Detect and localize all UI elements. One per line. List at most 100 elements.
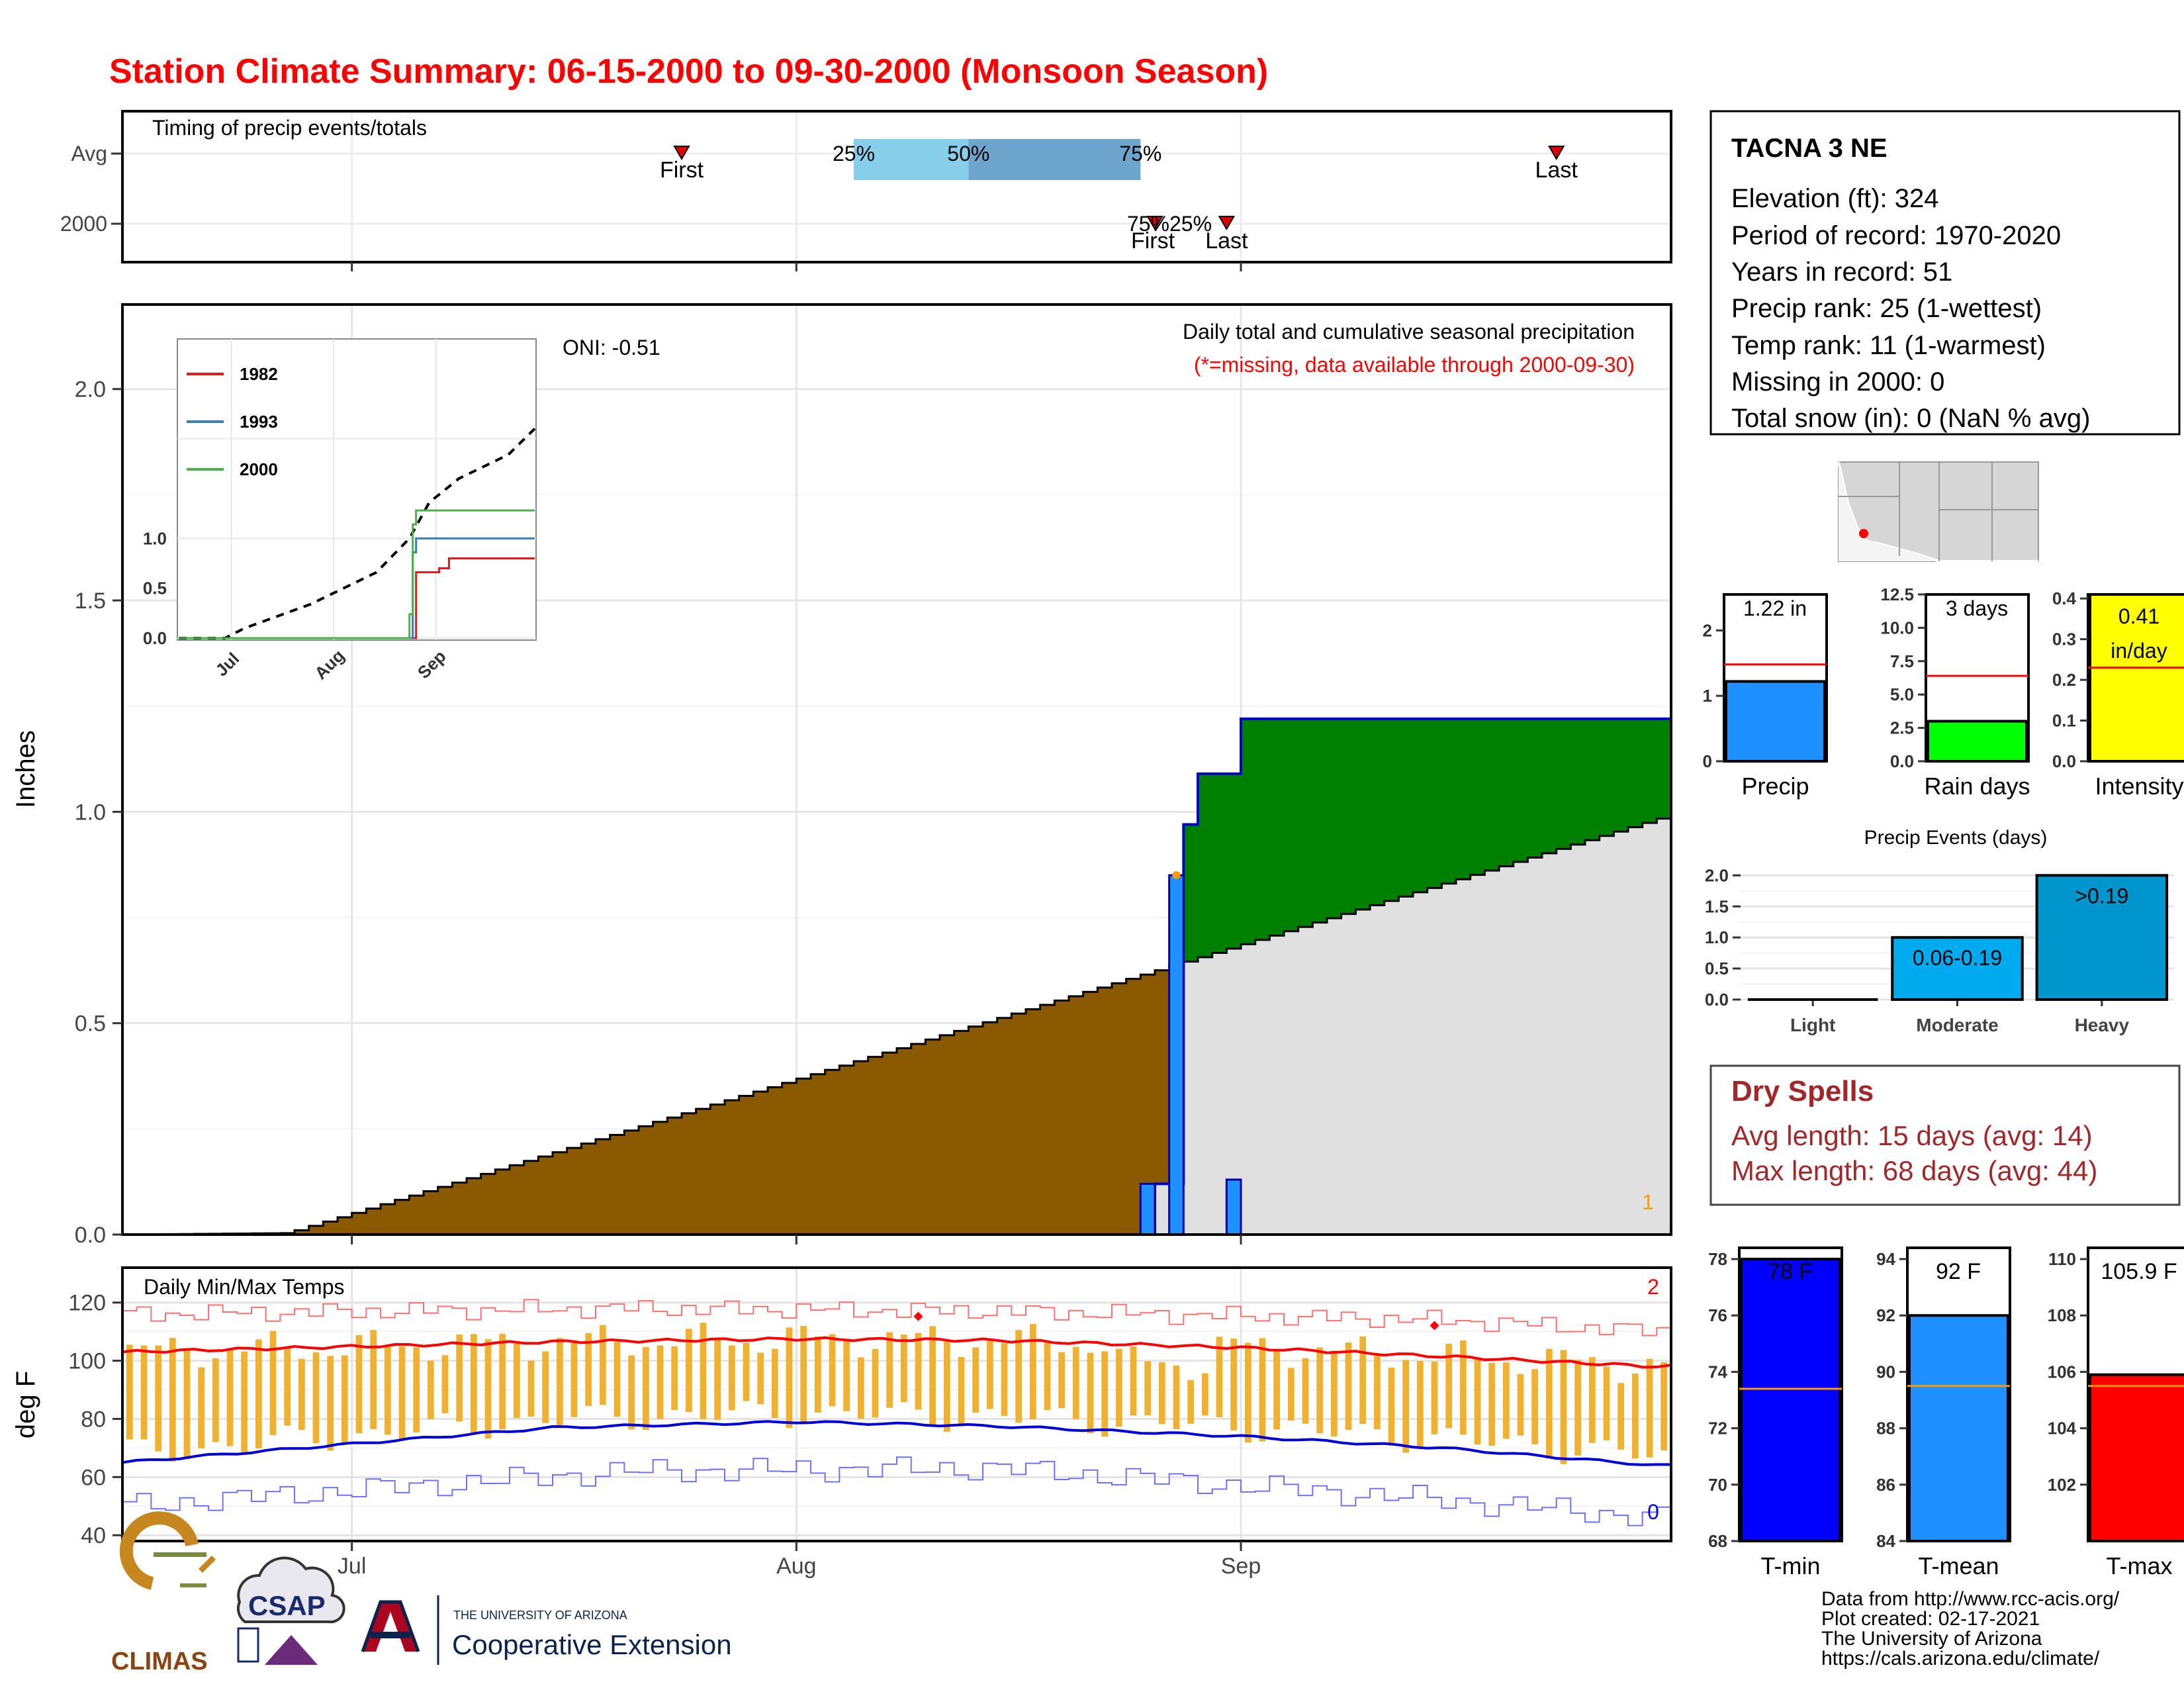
daily-temp-bar — [771, 1348, 778, 1418]
events-xtick-label: Moderate — [1916, 1015, 1998, 1035]
daily-temp-bar — [1574, 1360, 1582, 1456]
ua-cooperative-extension-logo: THE UNIVERSITY OF ARIZONA Cooperative Ex… — [361, 1595, 732, 1665]
page-title: Station Climate Summary: 06-15-2000 to 0… — [109, 52, 1268, 91]
station-years: Years in record: 51 — [1731, 258, 1952, 287]
station-info-box: TACNA 3 NE Elevation (ft): 324 Period of… — [1709, 110, 2181, 436]
daily-temp-bar — [657, 1345, 664, 1419]
credits: Data from http://www.rcc-acis.org/ Plot … — [1821, 1588, 2120, 1669]
gauge-axis-label: Precip — [1741, 773, 1809, 800]
daily-temp-bar — [284, 1348, 291, 1426]
daily-temp-bar — [1431, 1361, 1438, 1434]
gauge-ytick-label: 0 — [1703, 751, 1712, 771]
precip-events-chart: Precip Events (days) 0.0 0.5 1.0 1.5 2.0 Light… — [1705, 827, 2174, 1035]
daily-temp-bar — [1474, 1358, 1481, 1445]
oni-label: ONI: -0.51 — [563, 336, 660, 359]
events-chart-title: Precip Events (days) — [1864, 827, 2048, 849]
daily-temp-bar — [1158, 1362, 1165, 1425]
daily-temp-bar — [700, 1323, 707, 1420]
gauge-precip: 0 1 2 Precip 1.22 in — [1703, 593, 1828, 800]
temp-count-bottom: 0 — [1647, 1500, 1659, 1524]
daily-temp-bar — [542, 1351, 549, 1423]
daily-temp-bar — [972, 1347, 979, 1413]
temp-gauge-value-label: 78 F — [1768, 1259, 1813, 1284]
temp-ytick-label: 80 — [81, 1407, 106, 1432]
climas-logo: CLIMAS — [111, 1511, 216, 1675]
temp-ytick-label: 40 — [81, 1523, 106, 1548]
inset-xtick-label: Sep — [414, 646, 450, 682]
daily-temp-bar — [943, 1341, 950, 1432]
temp-gauge-t-mean: 84 86 88 90 92 94 T-mean 92 F — [1876, 1246, 2011, 1579]
climas-logo-text: CLIMAS — [111, 1648, 208, 1675]
gauge-ytick-label: 2.5 — [1890, 718, 1914, 738]
daily-temp-bar — [1402, 1360, 1410, 1453]
daily-temp-bar — [1416, 1361, 1424, 1448]
inset-legend-label: 1993 — [240, 412, 278, 432]
daily-temp-bar — [427, 1360, 434, 1419]
daily-temp-bar — [958, 1356, 965, 1425]
events-ytick-label: 0.0 — [1705, 990, 1729, 1009]
gauge-ytick-label: 0.0 — [2052, 751, 2076, 771]
daily-temp-bar — [1330, 1350, 1338, 1437]
precip-ytick-label: 0.5 — [75, 1011, 106, 1037]
avg-first-label: First — [660, 158, 704, 183]
daily-temp-bar — [183, 1350, 191, 1460]
year-first-label: First — [1131, 228, 1175, 254]
inset-ytick-label: 0.5 — [143, 579, 167, 598]
dry-spells-title: Dry Spells — [1731, 1075, 1874, 1107]
locator-map — [1837, 461, 2039, 563]
station-precip-rank: Precip rank: 25 (1-wettest) — [1731, 294, 2042, 323]
daily-temp-bar — [915, 1333, 922, 1410]
daily-temp-bar — [1273, 1351, 1281, 1430]
temp-gauge-value-label: 105.9 F — [2101, 1259, 2177, 1284]
daily-temp-bar — [1001, 1342, 1008, 1417]
daily-temp-bar — [155, 1345, 162, 1452]
gauge-axis-label: T-min — [1761, 1552, 1821, 1579]
daily-temp-bar — [384, 1344, 391, 1435]
gauge-value-bar — [1725, 680, 1826, 763]
station-elevation: Elevation (ft): 324 — [1731, 184, 1939, 213]
daily-temp-bar — [341, 1355, 348, 1445]
avg-p25-label: 25% — [833, 142, 875, 165]
gauge-ytick-label: 84 — [1876, 1531, 1895, 1551]
daily-temp-bar — [857, 1357, 864, 1419]
record-max-line — [122, 1299, 1671, 1336]
gauge-ytick-label: 92 — [1876, 1305, 1895, 1325]
daily-temp-bar — [1560, 1350, 1567, 1464]
gauge-ytick-label: 0.1 — [2052, 711, 2076, 731]
daily-temp-bar — [370, 1330, 377, 1429]
daily-temp-bar — [614, 1342, 621, 1417]
daily-temp-bar — [1201, 1373, 1208, 1416]
temp-panel: Daily Min/Max Temps 2 0 deg F — [11, 1266, 1672, 1542]
quartile-band-25-50 — [854, 139, 969, 180]
gauge-value-bar — [2089, 593, 2184, 763]
precip-panel: Daily total and cumulative seasonal prec… — [11, 303, 1672, 1236]
daily-temp-bar — [685, 1329, 692, 1412]
gauge-value-label-unit: in/day — [2111, 639, 2167, 663]
inset-normal-line — [179, 428, 536, 639]
quartile-band-50-75 — [968, 139, 1141, 180]
daily-temp-bar — [1230, 1338, 1238, 1430]
daily-temp-bar — [900, 1334, 907, 1403]
avg-last-marker — [1547, 146, 1565, 160]
year-overlap-label: 75%25% — [1127, 212, 1212, 236]
daily-temp-bar — [312, 1352, 320, 1444]
daily-temp-bar — [556, 1338, 563, 1426]
daily-temp-bar — [814, 1336, 821, 1413]
events-bar-label: 0.06-0.19 — [1913, 946, 2002, 970]
events-bar — [2035, 874, 2169, 1002]
daily-temp-bar — [671, 1346, 678, 1411]
daily-temp-bar — [1244, 1342, 1251, 1443]
daily-temp-bar — [986, 1340, 993, 1409]
daily-temp-bar — [1144, 1361, 1152, 1416]
gauge-value-label: 0.41 — [2118, 604, 2160, 628]
precip-panel-subtitle: (*=missing, data available through 2000-… — [1194, 353, 1635, 377]
gauge-ytick-label: 0.4 — [2052, 588, 2077, 608]
station-location-dot — [1859, 529, 1868, 538]
gauge-axis-label: T-mean — [1918, 1552, 1999, 1579]
year-first-marker — [1146, 216, 1163, 230]
daily-temp-bar — [1287, 1368, 1295, 1421]
daily-temp-bar — [843, 1340, 850, 1411]
temp-gauge-t-min: 68 70 72 74 76 78 T-min 78 F — [1708, 1246, 1843, 1579]
daily-temp-bar — [642, 1346, 649, 1430]
daily-temp-bar — [1531, 1369, 1539, 1444]
